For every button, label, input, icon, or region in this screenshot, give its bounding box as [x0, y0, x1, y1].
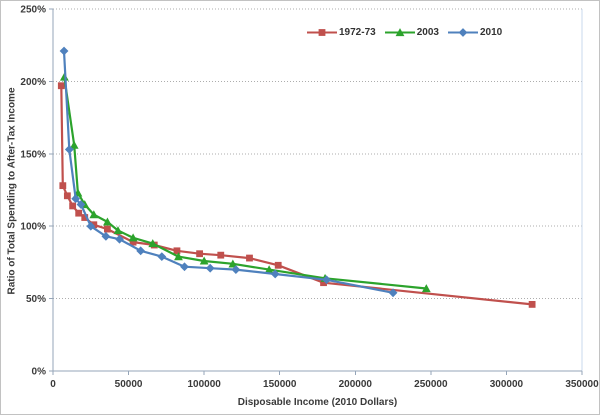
x-tick-label: 150000 [263, 379, 297, 390]
square-marker-icon [59, 182, 67, 190]
diamond-marker-icon [157, 252, 167, 262]
diamond-marker-icon [458, 28, 468, 37]
square-marker-icon [173, 247, 181, 255]
diamond-marker-icon [205, 263, 215, 273]
diamond-marker-icon [76, 200, 86, 209]
legend-label-2003: 2003 [416, 27, 439, 38]
x-tick-label: 350000 [565, 379, 599, 390]
square-marker-icon [129, 238, 137, 246]
diamond-marker-icon [59, 46, 69, 56]
legend-item-2010: 2010 [447, 27, 503, 38]
square-marker-icon [81, 214, 89, 221]
square-marker-icon [90, 221, 98, 229]
diamond-marker-icon [322, 275, 331, 285]
legend-marker-glyph [447, 28, 478, 37]
square-marker-icon [318, 29, 326, 36]
diamond-marker-icon [231, 265, 241, 275]
diamond-marker-icon [136, 246, 146, 256]
triangle-marker-icon [148, 239, 158, 248]
square-marker-icon [196, 250, 204, 258]
square-marker-icon [63, 192, 71, 200]
square-marker-icon [274, 261, 282, 269]
x-tick-label: 300000 [490, 379, 524, 390]
square-marker-icon [217, 251, 225, 259]
x-tick-label: 0 [50, 379, 56, 390]
diamond-marker-icon [64, 145, 74, 154]
triangle-marker-icon [113, 226, 123, 235]
y-tick-label: 250% [20, 5, 46, 16]
y-tick-label: 0% [32, 367, 47, 378]
y-tick-label: 200% [20, 77, 46, 88]
square-marker-icon [57, 82, 65, 90]
legend-triangle-icon [384, 27, 415, 38]
square-marker-icon [75, 209, 83, 217]
y-tick-label: 50% [26, 294, 46, 305]
square-marker-icon [69, 202, 77, 210]
y-tick-label: 150% [20, 149, 46, 160]
x-axis-title: Disposable Income (2010 Dollars) [237, 397, 398, 408]
legend-diamond-icon [447, 27, 478, 38]
x-tick-label: 250000 [414, 379, 448, 390]
square-marker-icon [528, 300, 536, 308]
legend-square-icon [307, 27, 337, 38]
diamond-marker-icon [388, 288, 398, 298]
diamond-marker-icon [180, 262, 189, 272]
series-line [60, 85, 533, 306]
triangle-marker-icon [264, 265, 274, 274]
y-axis-title: Ratio of Total Spending to After-Tax Inc… [6, 87, 18, 295]
triangle-marker-icon [228, 259, 238, 268]
square-marker-icon [320, 279, 327, 287]
diamond-marker-icon [86, 221, 96, 231]
square-marker-icon [246, 254, 253, 262]
diamond-marker-icon [71, 194, 81, 204]
legend: 1972-73 2003 2010 [307, 27, 502, 38]
series-2010 [59, 46, 398, 298]
triangle-marker-icon [103, 217, 112, 226]
x-tick-label: 100000 [187, 379, 221, 390]
triangle-marker-icon [89, 210, 99, 219]
legend-item-2003: 2003 [384, 27, 439, 38]
diamond-marker-icon [101, 231, 111, 241]
triangle-marker-icon [395, 28, 405, 37]
triangle-marker-icon [199, 256, 209, 265]
x-tick-label: 50000 [115, 379, 143, 390]
legend-marker-glyph [307, 29, 337, 36]
legend-label-2010: 2010 [479, 27, 503, 38]
series-2003 [59, 72, 431, 293]
legend-marker-glyph [384, 28, 415, 37]
triangle-marker-icon [69, 140, 79, 149]
legend-item-1972-73: 1972-73 [307, 27, 376, 38]
diamond-marker-icon [115, 234, 124, 244]
triangle-marker-icon [174, 252, 183, 261]
legend-label-1972-73: 1972-73 [339, 27, 376, 38]
square-marker-icon [104, 225, 111, 233]
y-tick-label: 100% [20, 222, 46, 233]
x-tick-label: 200000 [339, 379, 373, 390]
triangle-marker-icon [128, 233, 138, 242]
diamond-marker-icon [270, 269, 280, 279]
triangle-marker-icon [421, 284, 431, 293]
